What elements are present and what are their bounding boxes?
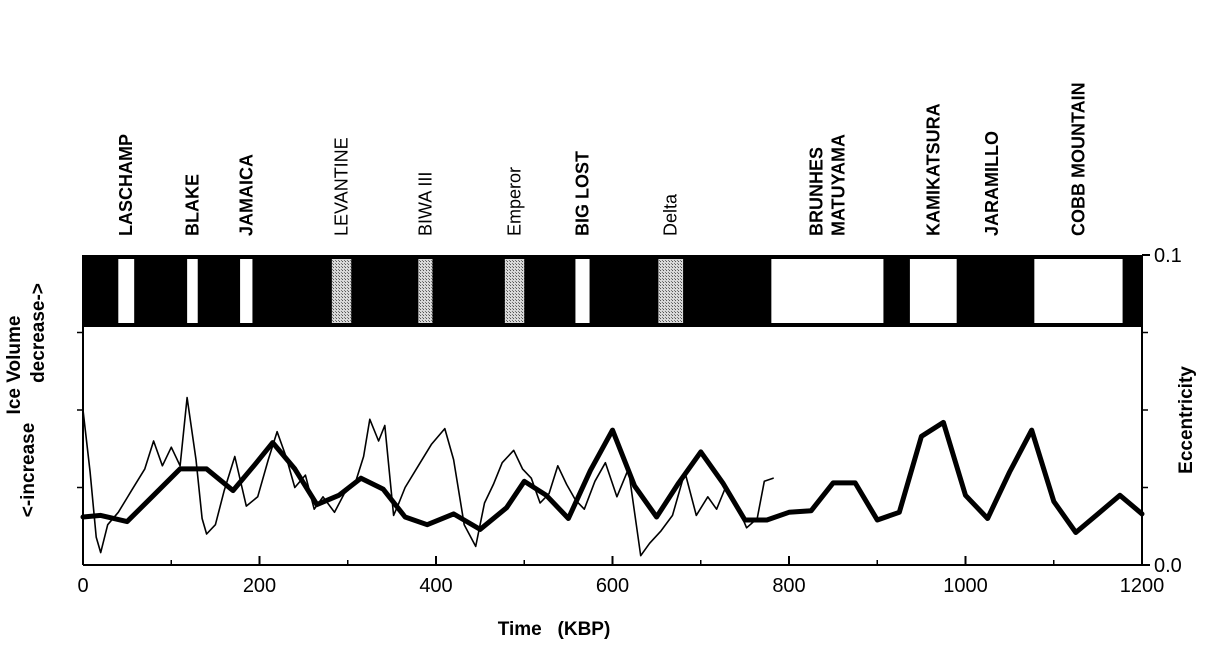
polarity-event-band (187, 259, 198, 323)
x-axis-title: Time (KBP) (498, 619, 611, 640)
polarity-event-label: BIG LOST (572, 151, 592, 236)
polarity-event-text: JARAMILLO (982, 131, 1002, 236)
y-axis-left-top-label: decrease-> (28, 283, 49, 383)
polarity-event-text: MATUYAMA (828, 134, 848, 236)
polarity-event-label: BIWA III (415, 172, 435, 236)
y-axis-right-title: Eccentricity (1176, 366, 1197, 474)
polarity-event-label: Delta (661, 193, 681, 236)
polarity-event-band (658, 259, 684, 323)
polarity-event-band (771, 259, 884, 323)
polarity-event-label: BRUNHES MATUYAMA (806, 134, 848, 236)
event-labels: LASCHAMP BLAKE JAMAICA LEVANTINE BIWA III Emp… (116, 82, 1088, 236)
x-tick-label: 0 (77, 575, 88, 597)
polarity-event-band (1034, 259, 1123, 323)
polarity-event-text: BIG LOST (572, 151, 592, 236)
polarity-event-label: Emperor (505, 167, 525, 236)
y-axis-left-title: <-increase Ice Volume decrease-> (4, 283, 49, 517)
x-tick-label: 800 (772, 575, 805, 597)
polarity-bar-background (83, 255, 1142, 327)
polarity-event-band (504, 259, 525, 323)
polarity-event-text: LEVANTINE (332, 137, 352, 236)
x-tick-label: 200 (243, 575, 276, 597)
polarity-event-band (331, 259, 352, 323)
x-tick-label: 600 (596, 575, 629, 597)
polarity-event-band (575, 259, 590, 323)
y-axis-left-main-label: Ice Volume (4, 316, 25, 415)
polarity-event-label: KAMIKATSURA (923, 103, 943, 236)
x-tick-label: 1200 (1120, 575, 1165, 597)
polarity-event-text: LASCHAMP (116, 134, 136, 236)
polarity-event-label: JAMAICA (236, 154, 256, 236)
polarity-event-label: COBB MOUNTAIN (1068, 82, 1088, 236)
polarity-event-text: JAMAICA (236, 154, 256, 236)
y-right-tick-label: 0.1 (1154, 245, 1182, 267)
x-tick-label: 1000 (943, 575, 988, 597)
polarity-event-text: BIWA III (415, 172, 435, 236)
ice-volume-line (82, 396, 774, 557)
polarity-event-band (418, 259, 433, 323)
polarity-bar (83, 255, 1142, 327)
polarity-event-label: JARAMILLO (982, 131, 1002, 236)
polarity-event-label: LASCHAMP (116, 134, 136, 236)
polarity-event-band (909, 259, 957, 323)
y-right-tick-label: 0.0 (1154, 555, 1182, 577)
x-tick-label: 400 (419, 575, 452, 597)
polarity-event-label: BLAKE (182, 174, 202, 236)
polarity-event-band (118, 259, 135, 323)
polarity-event-text: COBB MOUNTAIN (1068, 82, 1088, 236)
eccentricity-line (80, 419, 1145, 535)
polarity-event-label: LEVANTINE (332, 137, 352, 236)
y-axis-left-bottom-label: <-increase (18, 423, 39, 518)
polarity-event-text: BLAKE (182, 174, 202, 236)
polarity-event-text: KAMIKATSURA (923, 103, 943, 236)
polarity-event-band (240, 259, 253, 323)
plot-area (80, 396, 1145, 557)
polarity-event-text: Emperor (505, 167, 525, 236)
polarity-event-text: BRUNHES (806, 147, 826, 236)
polarity-event-text: Delta (661, 193, 681, 236)
